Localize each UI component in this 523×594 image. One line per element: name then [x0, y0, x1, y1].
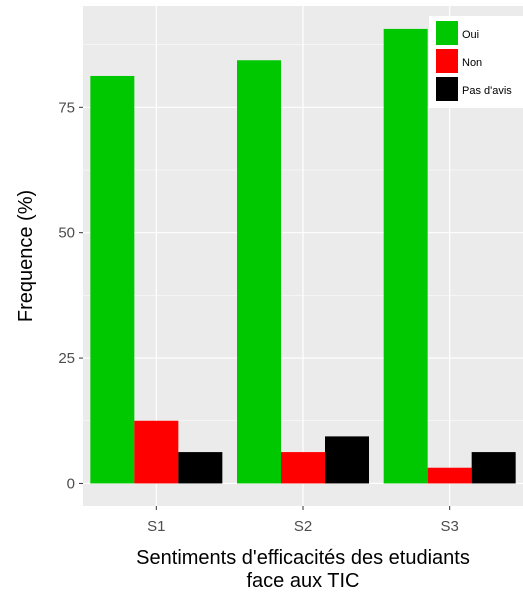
bar-oui-s1: [90, 75, 135, 484]
legend-key-pas-d-avis: [436, 77, 458, 101]
x-axis-title-line-1: Sentiments d'efficacités des etudiants: [136, 547, 470, 569]
legend-key-oui: [436, 21, 458, 45]
bar-oui-s3: [383, 28, 428, 484]
legend-label-pas-d-avis: Pas d'avis: [462, 85, 512, 97]
bar-pas-d-avis-s2: [325, 436, 369, 484]
bar-non-s1: [134, 420, 179, 484]
bars: [90, 28, 516, 484]
x-tick-label: S1: [147, 518, 165, 535]
y-tick-label: 0: [67, 475, 75, 492]
x-tick-label: S2: [294, 518, 312, 535]
x-axis-title-line-2: face aux TIC: [246, 570, 359, 592]
bar-oui-s2: [237, 60, 281, 484]
y-tick-label: 75: [58, 99, 75, 116]
y-axis: 0 25 50 75: [58, 99, 83, 492]
bar-pas-d-avis-s1: [178, 452, 223, 484]
legend: Oui Non Pas d'avis: [429, 16, 523, 108]
bar-pas-d-avis-s3: [471, 452, 516, 484]
y-tick-label: 25: [58, 350, 75, 367]
legend-label-oui: Oui: [462, 29, 479, 41]
bar-non-s3: [427, 467, 472, 484]
y-axis-title: Frequence (%): [15, 190, 37, 322]
bar-non-s2: [281, 452, 325, 484]
legend-label-non: Non: [462, 57, 482, 69]
x-axis: S1 S2 S3: [147, 506, 459, 535]
y-tick-label: 50: [58, 225, 75, 242]
x-tick-label: S3: [440, 518, 458, 535]
legend-key-non: [436, 49, 458, 73]
